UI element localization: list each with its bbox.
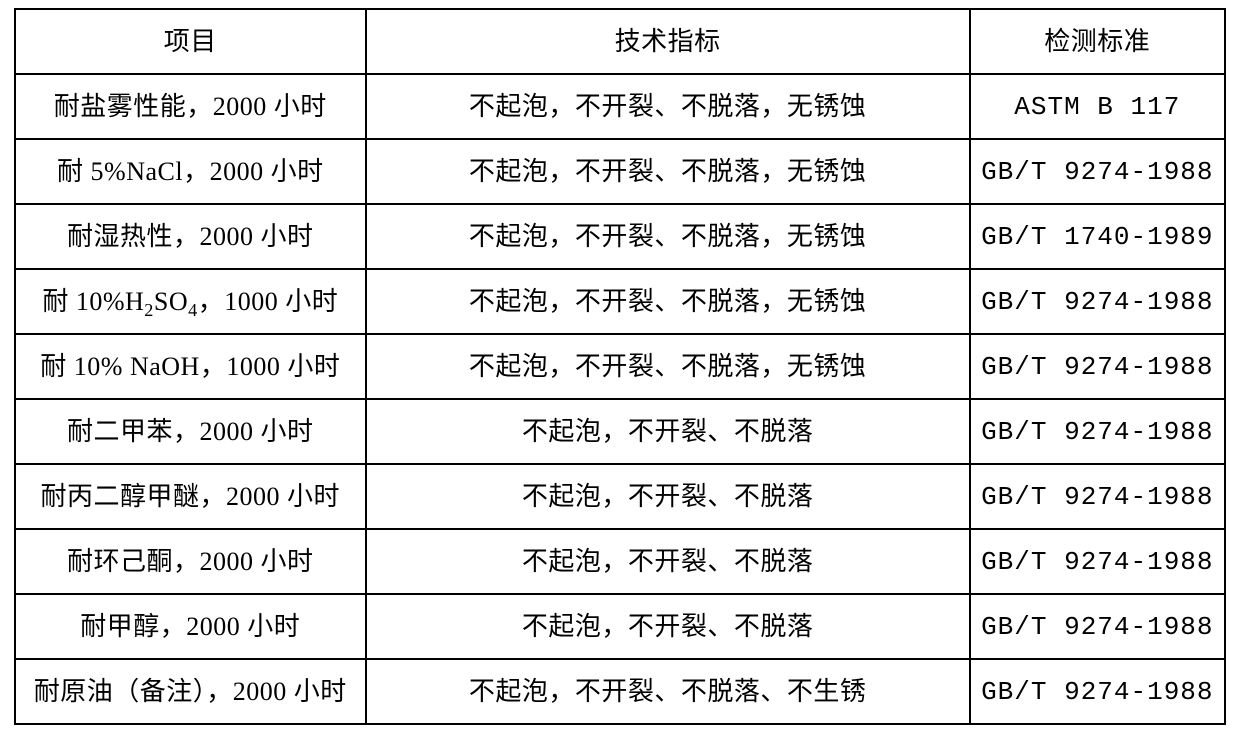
spec-table: 项目 技术指标 检测标准 耐盐雾性能，2000 小时 不起泡，不开裂、不脱落，无… <box>14 8 1226 725</box>
col-header-spec: 技术指标 <box>366 9 970 74</box>
cell-project: 耐盐雾性能，2000 小时 <box>15 74 366 139</box>
cell-spec: 不起泡，不开裂、不脱落，无锈蚀 <box>366 269 970 334</box>
cell-standard: ASTM B 117 <box>970 74 1225 139</box>
cell-standard: GB/T 9274-1988 <box>970 399 1225 464</box>
cell-standard: GB/T 9274-1988 <box>970 594 1225 659</box>
cell-project: 耐丙二醇甲醚，2000 小时 <box>15 464 366 529</box>
cell-spec: 不起泡，不开裂、不脱落 <box>366 399 970 464</box>
cell-project: 耐原油（备注），2000 小时 <box>15 659 366 724</box>
cell-standard: GB/T 9274-1988 <box>970 529 1225 594</box>
cell-spec: 不起泡，不开裂、不脱落，无锈蚀 <box>366 334 970 399</box>
table-row: 耐环己酮，2000 小时 不起泡，不开裂、不脱落 GB/T 9274-1988 <box>15 529 1225 594</box>
table-row: 耐 5%NaCl，2000 小时 不起泡，不开裂、不脱落，无锈蚀 GB/T 92… <box>15 139 1225 204</box>
cell-standard: GB/T 9274-1988 <box>970 269 1225 334</box>
cell-standard: GB/T 9274-1988 <box>970 659 1225 724</box>
table-body: 耐盐雾性能，2000 小时 不起泡，不开裂、不脱落，无锈蚀 ASTM B 117… <box>15 74 1225 724</box>
cell-project: 耐甲醇，2000 小时 <box>15 594 366 659</box>
cell-standard: GB/T 1740-1989 <box>970 204 1225 269</box>
cell-spec: 不起泡，不开裂、不脱落、不生锈 <box>366 659 970 724</box>
table-row: 耐丙二醇甲醚，2000 小时 不起泡，不开裂、不脱落 GB/T 9274-198… <box>15 464 1225 529</box>
header-row: 项目 技术指标 检测标准 <box>15 9 1225 74</box>
cell-project: 耐湿热性，2000 小时 <box>15 204 366 269</box>
table-row: 耐二甲苯，2000 小时 不起泡，不开裂、不脱落 GB/T 9274-1988 <box>15 399 1225 464</box>
cell-spec: 不起泡，不开裂、不脱落 <box>366 529 970 594</box>
table-row: 耐湿热性，2000 小时 不起泡，不开裂、不脱落，无锈蚀 GB/T 1740-1… <box>15 204 1225 269</box>
cell-spec: 不起泡，不开裂、不脱落，无锈蚀 <box>366 204 970 269</box>
cell-standard: GB/T 9274-1988 <box>970 334 1225 399</box>
col-header-standard: 检测标准 <box>970 9 1225 74</box>
cell-project: 耐 5%NaCl，2000 小时 <box>15 139 366 204</box>
cell-standard: GB/T 9274-1988 <box>970 139 1225 204</box>
table-row: 耐 10%H2SO4，1000 小时 不起泡，不开裂、不脱落，无锈蚀 GB/T … <box>15 269 1225 334</box>
cell-standard: GB/T 9274-1988 <box>970 464 1225 529</box>
cell-project: 耐环己酮，2000 小时 <box>15 529 366 594</box>
cell-project: 耐 10% NaOH，1000 小时 <box>15 334 366 399</box>
table-row: 耐甲醇，2000 小时 不起泡，不开裂、不脱落 GB/T 9274-1988 <box>15 594 1225 659</box>
cell-spec: 不起泡，不开裂、不脱落 <box>366 464 970 529</box>
cell-spec: 不起泡，不开裂、不脱落，无锈蚀 <box>366 74 970 139</box>
table-row: 耐盐雾性能，2000 小时 不起泡，不开裂、不脱落，无锈蚀 ASTM B 117 <box>15 74 1225 139</box>
table-row: 耐原油（备注），2000 小时 不起泡，不开裂、不脱落、不生锈 GB/T 927… <box>15 659 1225 724</box>
cell-project: 耐二甲苯，2000 小时 <box>15 399 366 464</box>
table-row: 耐 10% NaOH，1000 小时 不起泡，不开裂、不脱落，无锈蚀 GB/T … <box>15 334 1225 399</box>
cell-spec: 不起泡，不开裂、不脱落 <box>366 594 970 659</box>
cell-spec: 不起泡，不开裂、不脱落，无锈蚀 <box>366 139 970 204</box>
cell-project: 耐 10%H2SO4，1000 小时 <box>15 269 366 334</box>
col-header-project: 项目 <box>15 9 366 74</box>
